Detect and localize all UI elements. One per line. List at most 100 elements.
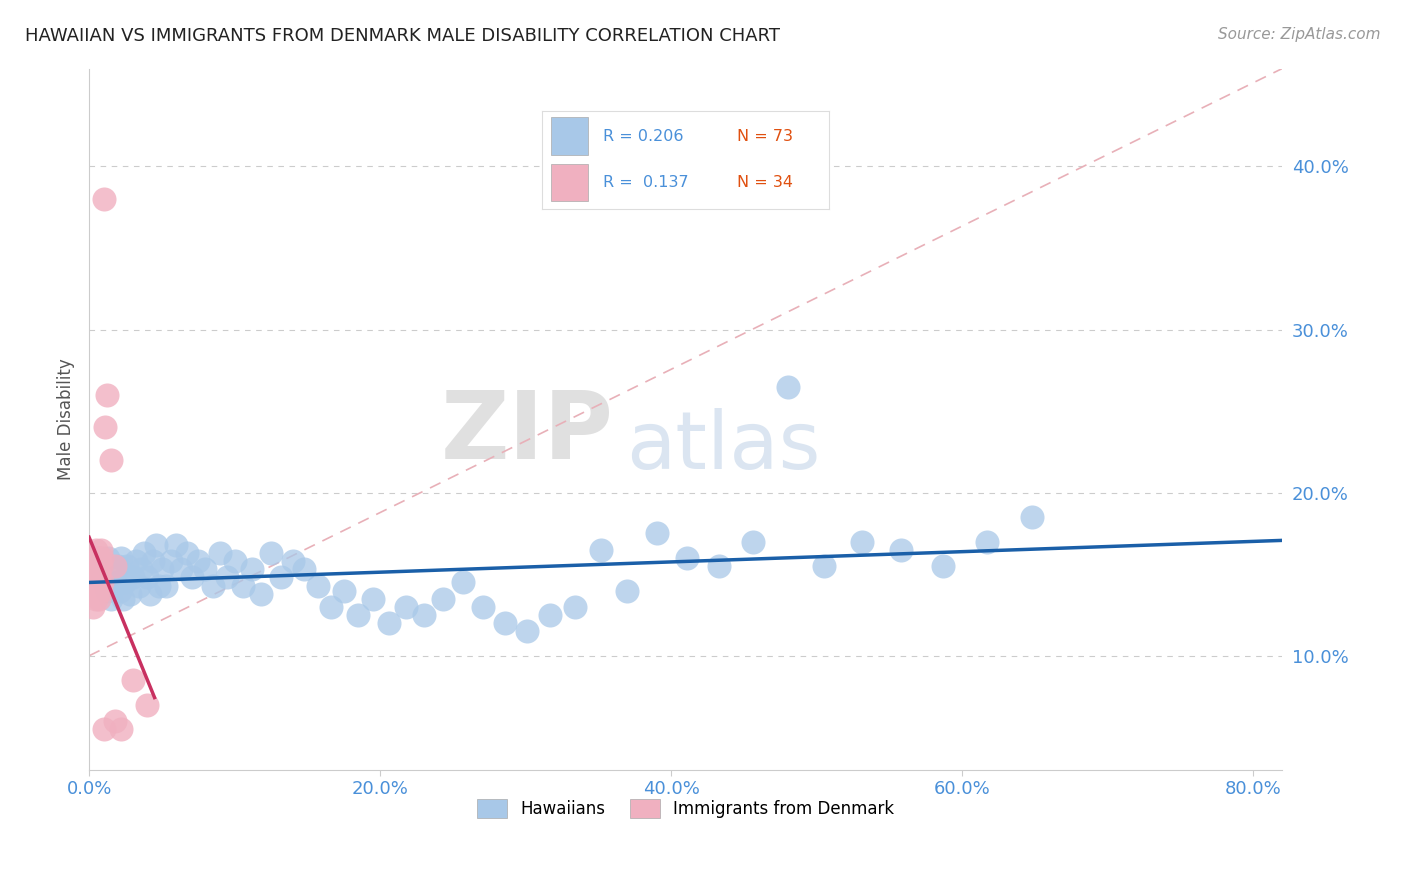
Point — [412, 607, 434, 622]
Point — [281, 554, 304, 568]
Point — [83, 559, 105, 574]
Text: ZIP: ZIP — [441, 387, 614, 479]
Point — [165, 538, 187, 552]
Point — [347, 607, 370, 622]
Point — [707, 559, 730, 574]
Point — [124, 554, 146, 568]
Point — [111, 591, 134, 606]
Point — [83, 583, 105, 598]
Point — [87, 550, 110, 565]
Point — [378, 616, 401, 631]
Point — [472, 599, 495, 614]
Point — [100, 591, 122, 606]
Text: atlas: atlas — [626, 409, 820, 486]
Point — [82, 567, 104, 582]
Point — [176, 546, 198, 560]
Point — [741, 534, 763, 549]
Point — [976, 534, 998, 549]
Point — [159, 554, 181, 568]
Point — [148, 579, 170, 593]
Point — [101, 567, 124, 582]
Y-axis label: Male Disability: Male Disability — [58, 359, 75, 480]
Point — [139, 587, 162, 601]
Point — [260, 546, 283, 560]
Point — [96, 583, 118, 598]
Point — [890, 542, 912, 557]
Point — [97, 550, 120, 565]
Point — [83, 550, 105, 565]
Point — [114, 575, 136, 590]
Point — [104, 714, 127, 728]
Point — [201, 579, 224, 593]
Point — [100, 453, 122, 467]
Point — [94, 420, 117, 434]
Point — [115, 559, 138, 574]
Point — [90, 542, 112, 557]
Point — [181, 570, 204, 584]
Point — [249, 587, 271, 601]
Point — [270, 570, 292, 584]
Point — [80, 559, 103, 574]
Point — [108, 583, 131, 598]
Point — [90, 567, 112, 582]
Point — [89, 550, 111, 565]
Point — [224, 554, 246, 568]
Point — [155, 579, 177, 593]
Point — [616, 583, 638, 598]
Point — [187, 554, 209, 568]
Point — [676, 550, 699, 565]
Point — [87, 583, 110, 598]
Point — [591, 542, 613, 557]
Point — [86, 591, 108, 606]
Point — [145, 538, 167, 552]
Point — [87, 567, 110, 582]
Point — [136, 570, 159, 584]
Text: Source: ZipAtlas.com: Source: ZipAtlas.com — [1218, 27, 1381, 42]
Point — [645, 526, 668, 541]
Point — [89, 567, 111, 582]
Point — [87, 575, 110, 590]
Point — [90, 583, 112, 598]
Point — [494, 616, 516, 631]
Point — [82, 599, 104, 614]
Text: HAWAIIAN VS IMMIGRANTS FROM DENMARK MALE DISABILITY CORRELATION CHART: HAWAIIAN VS IMMIGRANTS FROM DENMARK MALE… — [25, 27, 780, 45]
Point — [150, 562, 173, 576]
Point — [240, 562, 263, 576]
Point — [121, 570, 143, 584]
Point — [432, 591, 454, 606]
Point — [131, 562, 153, 576]
Point — [104, 575, 127, 590]
Point — [110, 723, 132, 737]
Point — [90, 559, 112, 574]
Point — [170, 562, 193, 576]
Point — [451, 575, 474, 590]
Point — [319, 599, 342, 614]
Point — [93, 723, 115, 737]
Point — [91, 550, 114, 565]
Point — [96, 388, 118, 402]
Point — [361, 591, 384, 606]
Point — [332, 583, 354, 598]
Point — [91, 575, 114, 590]
Point — [121, 673, 143, 688]
Point — [128, 579, 150, 593]
Point — [93, 575, 115, 590]
Point — [813, 559, 835, 574]
Point — [79, 575, 101, 590]
Point — [142, 554, 165, 568]
Point — [232, 579, 254, 593]
Point — [136, 698, 159, 712]
Point — [86, 542, 108, 557]
Point — [89, 591, 111, 606]
Point — [89, 575, 111, 590]
Point — [516, 624, 538, 639]
Point — [194, 562, 217, 576]
Point — [776, 379, 799, 393]
Point — [538, 607, 561, 622]
Legend: Hawaiians, Immigrants from Denmark: Hawaiians, Immigrants from Denmark — [470, 792, 901, 825]
Point — [134, 546, 156, 560]
Point — [208, 546, 231, 560]
Point — [86, 554, 108, 568]
Point — [86, 559, 108, 574]
Point — [307, 579, 329, 593]
